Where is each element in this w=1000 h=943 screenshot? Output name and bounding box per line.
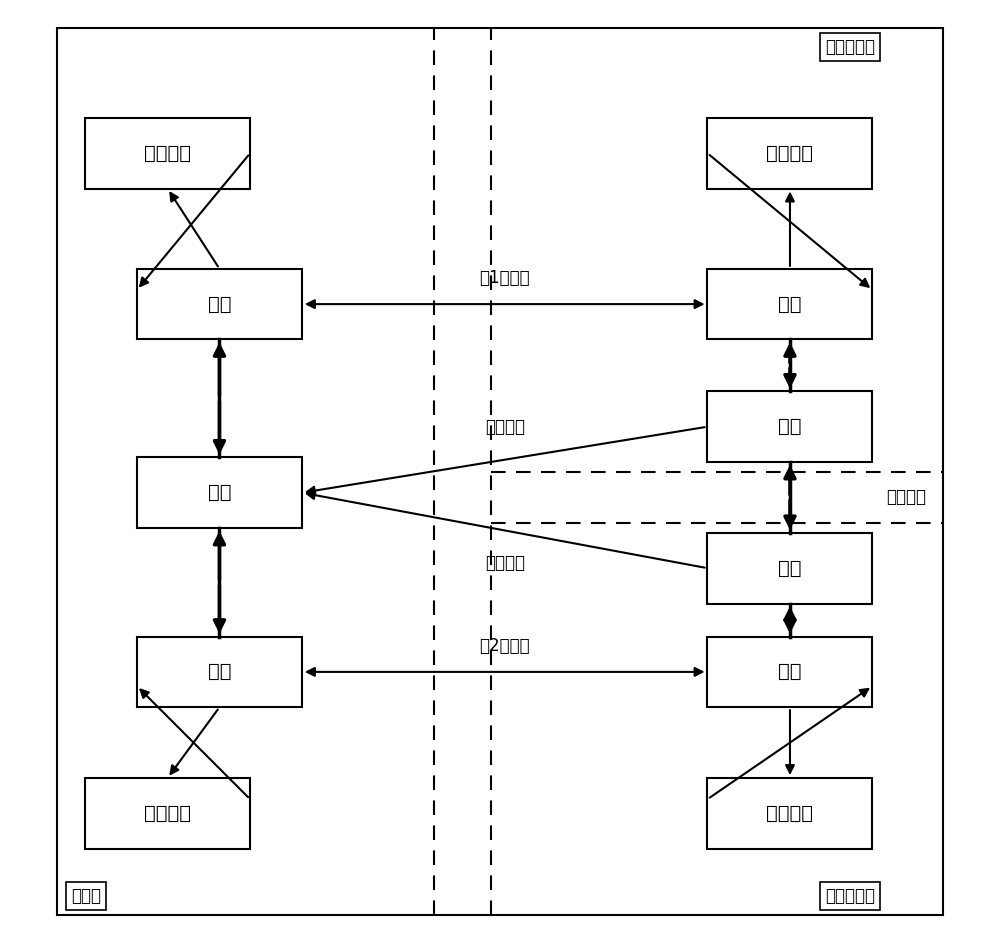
Text: 极控: 极控	[208, 662, 231, 682]
Bar	[707, 269, 872, 339]
Text: 测量系统: 测量系统	[144, 143, 191, 163]
Bar	[707, 778, 872, 849]
Text: 整流站: 整流站	[71, 886, 101, 905]
Text: 站控: 站控	[208, 483, 231, 503]
Text: 站间通信: 站间通信	[485, 554, 525, 572]
Bar	[137, 457, 302, 528]
Text: 站间通信: 站间通信	[485, 418, 525, 436]
Bar	[707, 391, 872, 462]
Text: 极1间遥控: 极1间遥控	[479, 269, 530, 287]
Text: 第一逆变站: 第一逆变站	[825, 38, 875, 57]
Bar	[707, 637, 872, 707]
Text: 站间通信: 站间通信	[887, 488, 927, 506]
Text: 测量系统: 测量系统	[766, 143, 813, 163]
Text: 测量系统: 测量系统	[144, 803, 191, 823]
Text: 极控: 极控	[208, 294, 231, 314]
Text: 极控: 极控	[778, 294, 802, 314]
Text: 站控: 站控	[778, 417, 802, 437]
Bar	[707, 118, 872, 189]
Bar	[85, 778, 250, 849]
Bar	[707, 533, 872, 604]
Text: 测量系统: 测量系统	[766, 803, 813, 823]
Text: 极2间遥控: 极2间遥控	[479, 637, 530, 654]
Bar	[137, 269, 302, 339]
Text: 极控: 极控	[778, 662, 802, 682]
Bar	[85, 118, 250, 189]
Bar	[137, 637, 302, 707]
Text: 站控: 站控	[778, 558, 802, 578]
Text: 第二逆变站: 第二逆变站	[825, 886, 875, 905]
